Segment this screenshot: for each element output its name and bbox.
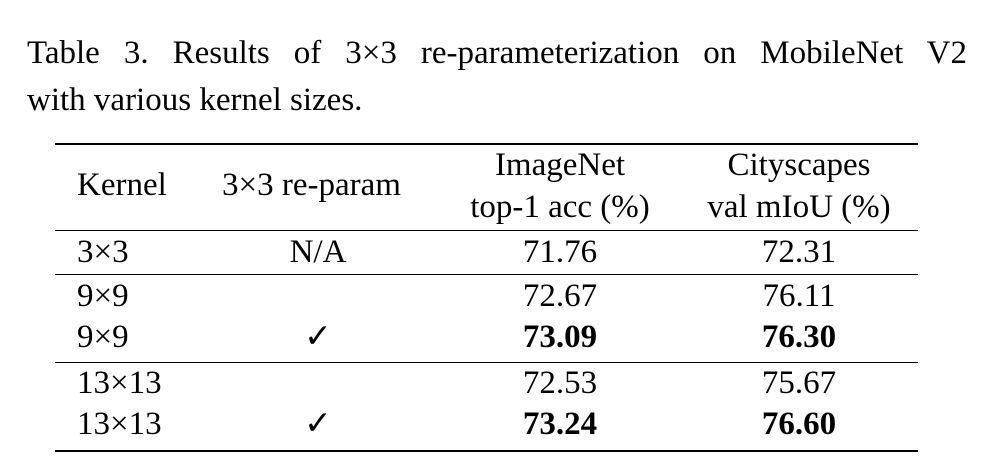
table-bottom-rule	[55, 450, 918, 452]
table-caption: Table 3. Results of 3×3 re-parameterizat…	[27, 30, 967, 124]
header-cityscapes-line2: val mIoU (%)	[707, 189, 891, 225]
row-3-kernel: 9×9	[77, 319, 129, 355]
row-1-kernel: 3×3	[77, 234, 129, 270]
row-5-kernel: 13×13	[77, 406, 162, 442]
row-1-cityscapes: 72.31	[761, 234, 837, 270]
row-5-imagenet: 73.24	[522, 406, 598, 442]
row-2-kernel: 9×9	[77, 278, 129, 314]
row-3-reparam: ✓	[304, 319, 332, 355]
row-4-cityscapes: 75.67	[761, 365, 837, 401]
row-5-cityscapes: 76.60	[761, 406, 837, 442]
caption-line-2: with various kernel sizes.	[27, 82, 363, 118]
header-cityscapes: Cityscapes val mIoU (%)	[680, 144, 918, 228]
group-rule-1	[55, 274, 918, 275]
row-1-reparam: N/A	[289, 234, 347, 270]
header-rule	[55, 230, 918, 231]
header-cityscapes-line1: Cityscapes	[727, 147, 871, 183]
row-3-imagenet: 73.09	[522, 319, 598, 355]
row-2-imagenet: 72.67	[522, 278, 598, 314]
header-imagenet-line1: ImageNet	[494, 147, 626, 183]
group-rule-2	[55, 362, 918, 363]
row-3-cityscapes: 76.30	[761, 319, 837, 355]
header-imagenet: ImageNet top-1 acc (%)	[440, 144, 680, 228]
row-5-reparam: ✓	[304, 406, 332, 442]
row-1-imagenet: 71.76	[522, 234, 598, 270]
row-4-kernel: 13×13	[77, 365, 162, 401]
table-top-rule	[55, 143, 918, 145]
row-2-cityscapes: 76.11	[762, 278, 836, 314]
header-imagenet-line2: top-1 acc (%)	[470, 189, 650, 225]
header-reparam: 3×3 re-param	[222, 167, 401, 203]
caption-line-1: Table 3. Results of 3×3 re-parameterizat…	[27, 35, 967, 71]
header-kernel: Kernel	[77, 167, 167, 203]
row-4-imagenet: 72.53	[522, 365, 598, 401]
